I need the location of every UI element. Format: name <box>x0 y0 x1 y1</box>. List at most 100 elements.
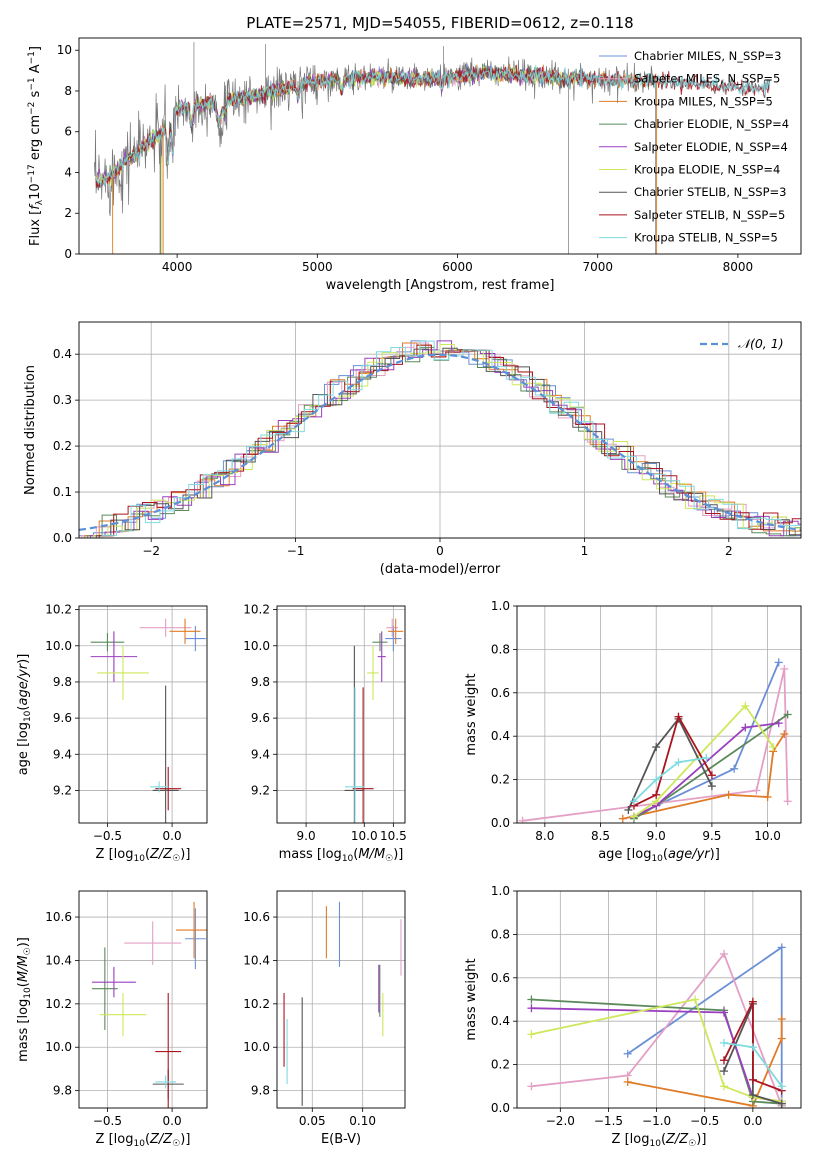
panel-age_vs_Z: −0.5 0.0 9.2 9.4 9.6 9.8 10.0 10.2 Z [log10(Z/Z☉… <box>16 603 208 864</box>
x-tick-label: −0.5 <box>93 829 122 843</box>
panel-weight_vs_Z: −2.0 −1.5 −1.0 −0.5 0.0 0.0 0.2 0.4 0.6 0.8 1.0 Z [… <box>464 884 802 1149</box>
plot-area-spectrum <box>94 42 771 254</box>
y-tick-label: 10 <box>57 43 72 57</box>
y-tick-label: 0.6 <box>491 971 510 985</box>
x-axis-label: wavelength [Angstrom, rest frame] <box>326 278 555 293</box>
axes-frame <box>516 890 802 1109</box>
y-tick-label: 9.4 <box>53 747 72 761</box>
y-axis-label: age [log10(age/yr)] <box>16 654 33 776</box>
panel-mass_vs_Z: −0.5 0.0 9.8 10.0 10.2 10.4 10.6 Z [log10(Z/Z☉)… <box>16 890 208 1149</box>
axes-frame <box>516 605 802 824</box>
plot-area-mass_vs_Z <box>91 901 207 1108</box>
y-tick-label: 0.8 <box>491 927 510 941</box>
y-tick-label: 0.0 <box>491 816 510 830</box>
y-tick-label: 10.6 <box>243 910 270 924</box>
y-tick-label: 0.3 <box>53 393 72 407</box>
histogram-5 <box>92 344 801 538</box>
x-tick-label: −0.5 <box>93 1114 122 1128</box>
weight-series-1 <box>522 668 789 822</box>
x-tick-label: −0.5 <box>690 1114 719 1128</box>
x-axis-label: mass [log10(M/M☉)] <box>279 847 404 864</box>
model-spectrum-4 <box>95 65 585 185</box>
y-tick-label: 10.2 <box>243 997 270 1011</box>
y-tick-label: 1.0 <box>491 599 510 613</box>
x-tick-label: 4000 <box>162 260 193 274</box>
y-tick-label: 10.2 <box>45 997 72 1011</box>
plot-area-weight_vs_age <box>518 658 792 823</box>
weight-series-5 <box>633 704 774 818</box>
plot-area-age_vs_Z <box>90 618 206 823</box>
normal-reference-curve <box>79 353 801 531</box>
legend-entry-4: Salpeter ELODIE, N_SSP=4 <box>634 140 788 154</box>
x-tick-label: 6000 <box>442 260 473 274</box>
plot-area-residuals <box>79 340 801 538</box>
weight-series-4 <box>633 722 779 818</box>
y-tick-label: 9.8 <box>251 675 270 689</box>
y-tick-label: 0.4 <box>491 1014 510 1028</box>
y-axis-label: mass [log10(M/M☉)] <box>16 937 33 1062</box>
x-tick-label: −1 <box>287 544 305 558</box>
axes-frame <box>276 890 406 1109</box>
y-tick-label: 0.2 <box>53 439 72 453</box>
y-axis-label: Flux [fλ10−17 erg cm−2 s−1 A−1] <box>27 46 45 246</box>
axes-frame <box>276 605 406 824</box>
x-tick-label: 1 <box>581 544 589 558</box>
x-axis-label: Z [log10(Z/Z☉)] <box>96 1132 191 1149</box>
x-tick-label: 9.0 <box>647 829 666 843</box>
y-tick-label: 9.6 <box>251 711 270 725</box>
x-tick-label: 0.0 <box>743 1114 762 1128</box>
x-tick-label: 0.05 <box>299 1114 326 1128</box>
x-tick-label: −1.5 <box>594 1114 623 1128</box>
model-spectrum-8 <box>95 64 771 187</box>
legend-entry-6: Chabrier STELIB, N_SSP=3 <box>634 185 786 199</box>
legend-entry-5: Kroupa ELODIE, N_SSP=4 <box>634 163 780 177</box>
axes-frame <box>78 605 208 824</box>
axes-frame <box>78 321 802 539</box>
histogram-8 <box>101 340 801 538</box>
x-tick-label: 8.0 <box>535 829 554 843</box>
x-tick-label: 0.0 <box>163 1114 182 1128</box>
y-tick-label: 0.0 <box>53 531 72 545</box>
y-tick-label: 9.8 <box>251 1084 270 1098</box>
x-tick-label: 9.5 <box>702 829 721 843</box>
x-tick-label: 5000 <box>302 260 333 274</box>
model-spectrum-7 <box>95 64 770 188</box>
y-axis-label: Normed distribution <box>23 365 38 495</box>
x-axis-label: age [log10(age/yr)] <box>598 847 720 864</box>
weight-series-2 <box>627 1019 783 1107</box>
plot-area-age_vs_mass <box>344 618 404 823</box>
legend-entry-7: Salpeter STELIB, N_SSP=5 <box>634 208 785 222</box>
y-tick-label: 10.0 <box>243 1040 270 1054</box>
panel-mass_vs_ebv: 0.05 0.10 9.8 10.0 10.2 10.4 10.6 E(B-V) <box>243 890 406 1147</box>
weight-series-8 <box>633 757 707 802</box>
spectrum-legend: Chabrier MILES, N_SSP=3 Salpeter MILES, N… <box>599 49 789 245</box>
y-tick-label: 9.8 <box>53 1084 72 1098</box>
y-tick-label: 4 <box>64 165 72 179</box>
x-tick-label: 7000 <box>582 260 613 274</box>
panel-weight_vs_age: 8.0 8.5 9.0 9.5 10.0 0.0 0.2 0.4 0.6 0.8 1.0 age [l… <box>464 599 802 864</box>
y-tick-label: 10.2 <box>45 603 72 617</box>
y-tick-label: 10.0 <box>45 1040 72 1054</box>
y-tick-label: 8 <box>64 84 72 98</box>
x-axis-label: Z [log10(Z/Z☉)] <box>96 847 191 864</box>
x-tick-label: 10.0 <box>351 829 378 843</box>
x-tick-label: 9.0 <box>297 829 316 843</box>
x-tick-label: −2 <box>142 544 160 558</box>
x-tick-label: 10.5 <box>380 829 407 843</box>
y-tick-label: 10.6 <box>45 910 72 924</box>
y-tick-label: 0.4 <box>53 347 72 361</box>
x-tick-label: 0.10 <box>349 1114 376 1128</box>
x-axis-label: E(B-V) <box>321 1132 361 1147</box>
y-tick-label: 0 <box>64 247 72 261</box>
x-tick-label: 0 <box>436 544 444 558</box>
y-axis-label: mass weight <box>464 673 479 755</box>
histogram-6 <box>95 347 801 538</box>
x-axis-label: Z [log10(Z/Z☉)] <box>612 1132 707 1149</box>
y-tick-label: 9.2 <box>251 783 270 797</box>
legend-entry-8: Kroupa STELIB, N_SSP=5 <box>634 231 778 245</box>
panel-residuals: −2 −1 0 1 2 0.0 0.1 0.2 0.3 0.4 𝒩(0, 1) (data-model… <box>23 321 802 577</box>
figure-title: PLATE=2571, MJD=54055, FIBERID=0612, z=0… <box>246 14 633 32</box>
panel-spectrum: 4000 5000 6000 7000 8000 0 2 4 6 8 10 Chabrier MILE… <box>27 37 802 293</box>
